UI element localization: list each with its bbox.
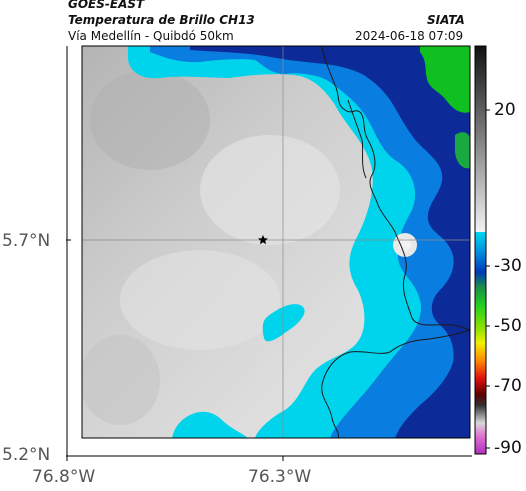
satellite-title: GOES-EAST bbox=[68, 0, 145, 11]
blue-cloud-band bbox=[150, 46, 470, 438]
colorbar bbox=[474, 45, 490, 455]
colorbar-label-minus30: -30 bbox=[494, 256, 522, 276]
star-icon bbox=[258, 235, 268, 245]
cyan-cloud-patch bbox=[262, 304, 305, 342]
agency-label: SIATA bbox=[427, 13, 465, 27]
satellite-image bbox=[82, 46, 470, 438]
colorbar-label-minus50: -50 bbox=[494, 316, 522, 336]
colorbar-label-minus90: -90 bbox=[494, 438, 522, 458]
colorbar-label-20: 20 bbox=[494, 100, 516, 120]
lat-tick-label-5.2: 5.2°N bbox=[2, 445, 51, 465]
map-frame bbox=[81, 45, 471, 439]
coastline-borders bbox=[321, 46, 470, 438]
cyan-cloud-southwest bbox=[172, 411, 248, 438]
lat-tick-label-5.7: 5.7°N bbox=[2, 231, 51, 251]
colorbar-label-minus70: -70 bbox=[494, 376, 522, 396]
datetime-label: 2024-06-18 07:09 bbox=[355, 29, 464, 43]
graticule bbox=[82, 46, 470, 438]
product-title: Temperatura de Brillo CH13 bbox=[68, 13, 255, 27]
lon-tick-label-76.8: 76.8°W bbox=[32, 467, 96, 487]
green-patch-east bbox=[455, 132, 470, 169]
region-subtitle: Vía Medellín - Quibdó 50km bbox=[68, 29, 234, 43]
lon-tick-label-76.3: 76.3°W bbox=[248, 467, 312, 487]
axis-tick-marks bbox=[66, 46, 472, 461]
green-cold-top bbox=[420, 46, 470, 113]
location-marker bbox=[258, 235, 268, 245]
